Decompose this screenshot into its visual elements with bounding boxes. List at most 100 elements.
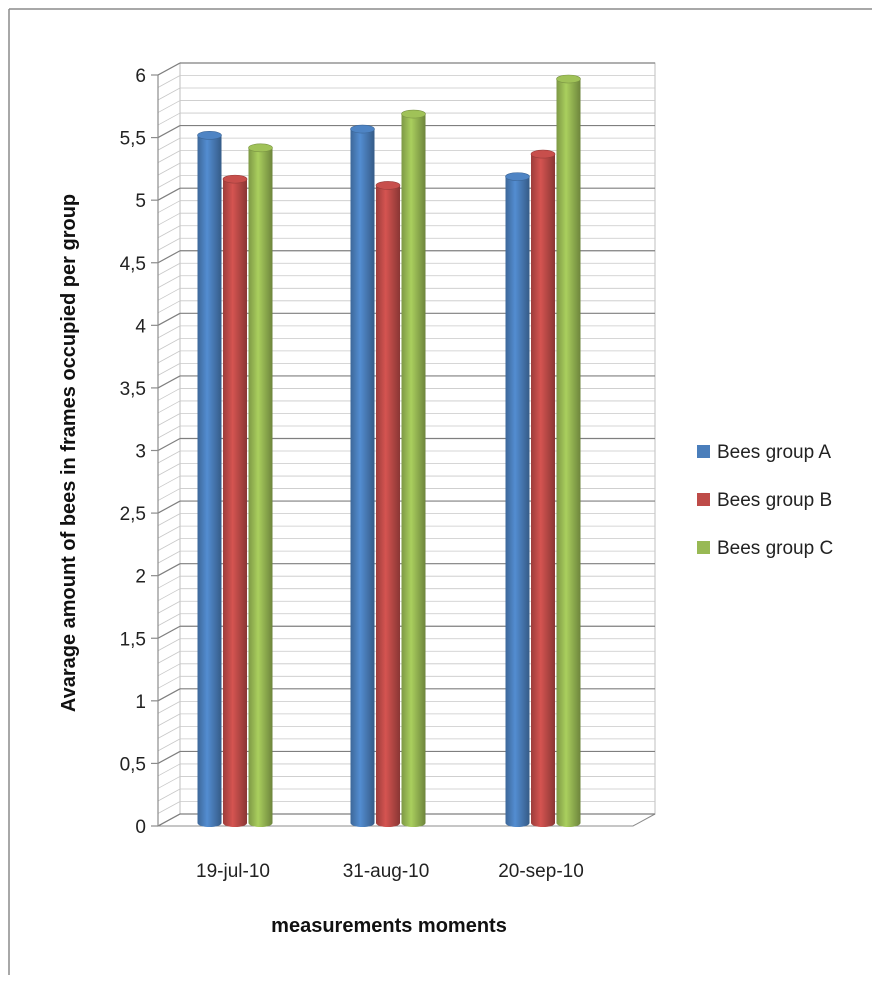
y-tick-label: 3 xyxy=(135,442,146,463)
gridline-side xyxy=(157,700,181,714)
chart-border xyxy=(8,8,872,975)
gridline-side xyxy=(157,563,181,577)
gridline-side xyxy=(157,87,181,101)
gridline-side xyxy=(157,312,181,326)
y-tick-label: 5,5 xyxy=(120,129,146,150)
gridline-side xyxy=(157,187,181,201)
bar-top-bees-group-a-20-sep-10 xyxy=(505,172,530,181)
y-tick-label: 5 xyxy=(135,191,146,212)
gridline-side xyxy=(157,175,181,189)
gridline-side xyxy=(157,437,181,452)
bar-bees-group-c-31-aug-10 xyxy=(401,114,426,827)
bar-top-bees-group-a-31-aug-10 xyxy=(350,124,375,134)
gridline-side xyxy=(157,538,181,551)
x-tick-label: 31-aug-10 xyxy=(343,861,430,882)
gridline-side xyxy=(157,788,181,802)
gridline-side xyxy=(157,675,181,689)
bar-bees-group-b-19-jul-10 xyxy=(223,179,247,828)
gridline-side xyxy=(157,237,181,251)
gridline-side xyxy=(157,150,181,163)
y-tick-label: 3,5 xyxy=(120,379,146,400)
y-tick-label: 2 xyxy=(135,567,146,588)
bar-bees-group-c-19-jul-10 xyxy=(248,147,273,827)
gridline-side xyxy=(157,400,181,414)
y-tick-label: 6 xyxy=(135,66,146,87)
gridline-side xyxy=(157,275,181,289)
gridline-side xyxy=(157,475,181,489)
y-tick-label: 1,5 xyxy=(120,629,146,650)
gridline-side xyxy=(157,463,181,476)
x-tick-label: 20-sep-10 xyxy=(498,861,584,882)
y-tick-label: 0,5 xyxy=(120,754,146,775)
gridline-side xyxy=(157,450,181,464)
gridline-side xyxy=(157,525,181,539)
gridline-side xyxy=(157,225,181,239)
gridline-side xyxy=(157,600,181,614)
bar-bees-group-b-20-sep-10 xyxy=(531,154,555,828)
y-tick-label: 2,5 xyxy=(120,504,146,525)
gridline-side xyxy=(157,212,181,226)
legend-swatch-bees-group-c xyxy=(697,541,710,554)
gridline-side xyxy=(157,300,181,314)
gridline-side xyxy=(157,625,181,639)
gridline-side xyxy=(157,763,181,777)
gridline-side xyxy=(157,638,181,652)
bar-bees-group-c-20-sep-10 xyxy=(556,79,581,827)
legend-swatch-bees-group-b xyxy=(697,493,710,506)
gridline-side xyxy=(157,388,181,401)
gridline-side xyxy=(157,75,181,88)
gridline-side xyxy=(157,287,181,301)
gridline-side xyxy=(157,200,181,214)
bars xyxy=(197,74,581,828)
bar-top-bees-group-a-19-jul-10 xyxy=(197,131,222,140)
gridline-side xyxy=(157,663,181,677)
bar-top-bees-group-c-20-sep-10 xyxy=(556,74,581,84)
gridline-side xyxy=(157,650,181,664)
legend-swatch-bees-group-a xyxy=(697,445,710,458)
gridline-side xyxy=(157,112,181,126)
y-tick-label: 1 xyxy=(135,692,146,713)
bar-top-bees-group-b-31-aug-10 xyxy=(375,181,401,190)
x-tick-label: 19-jul-10 xyxy=(196,861,270,882)
bar-top-bees-group-b-19-jul-10 xyxy=(222,174,248,184)
y-tick-label: 4,5 xyxy=(120,254,146,275)
bar-top-bees-group-b-20-sep-10 xyxy=(530,149,556,159)
gridline-side xyxy=(157,162,181,176)
gridline-side xyxy=(157,776,181,789)
bar-top-bees-group-c-31-aug-10 xyxy=(401,109,426,119)
legend-label-bees-group-a: Bees group A xyxy=(717,442,831,463)
bar-top-bees-group-c-19-jul-10 xyxy=(248,143,273,153)
gridline-side xyxy=(157,325,181,339)
gridline-side xyxy=(157,262,181,276)
bar-bees-group-a-20-sep-10 xyxy=(505,176,530,827)
bar-bees-group-b-31-aug-10 xyxy=(376,185,400,827)
y-tick-label: 4 xyxy=(135,316,146,337)
gridline-side xyxy=(157,550,181,564)
x-axis-title: measurements moments xyxy=(271,915,507,937)
gridline-side xyxy=(157,375,181,389)
bar-bees-group-a-19-jul-10 xyxy=(197,135,222,827)
gridline-side xyxy=(157,613,181,627)
legend-label-bees-group-c: Bees group C xyxy=(717,538,833,559)
gridline-side xyxy=(157,125,181,139)
gridline-side xyxy=(157,726,181,739)
legend: Bees group A Bees group B Bees group C xyxy=(697,442,833,559)
y-tick-label: 0 xyxy=(135,817,146,838)
y-axis-title: Avarage amount of bees in frames occupie… xyxy=(58,194,80,712)
gridline-side xyxy=(157,100,181,113)
gridline-side xyxy=(157,250,181,264)
legend-label-bees-group-b: Bees group B xyxy=(717,490,832,511)
gridline-side xyxy=(157,801,181,814)
gridline-side xyxy=(157,137,181,151)
gridline-side xyxy=(157,350,181,364)
gridline-side xyxy=(157,488,181,501)
gridline-side xyxy=(157,338,181,351)
gridline-side xyxy=(157,588,181,602)
gridline-side xyxy=(157,413,181,426)
y-axis-ticks: 0 0,5 1 1,5 2 2,5 3 3,5 4 4,5 5 5,5 6 xyxy=(120,66,158,838)
gridline-side xyxy=(157,513,181,526)
x-axis-ticks: 19-jul-10 31-aug-10 20-sep-10 xyxy=(196,861,584,882)
gridline-side xyxy=(157,363,181,376)
